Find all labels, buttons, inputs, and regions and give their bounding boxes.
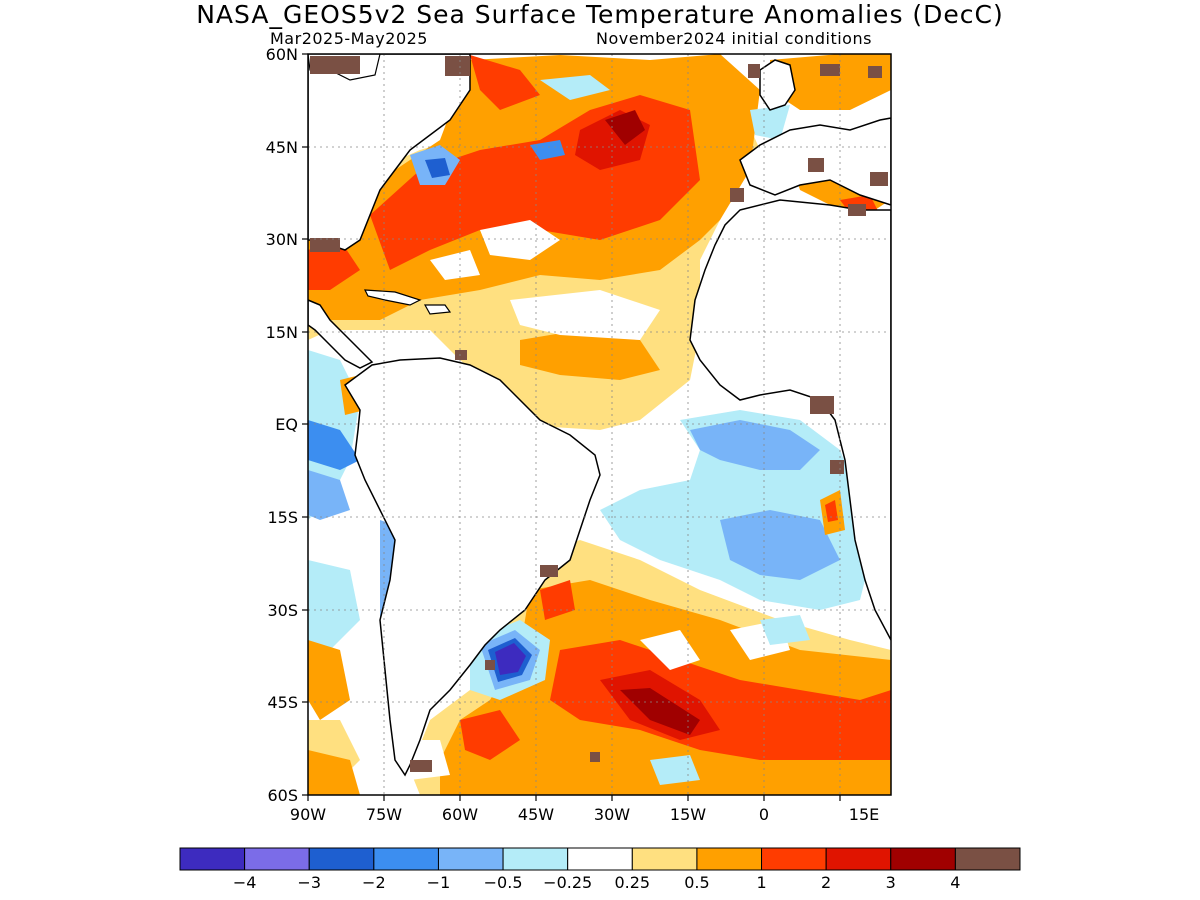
lat-label: 45S xyxy=(267,693,298,712)
colorbar-swatch xyxy=(437,847,504,871)
north-atlantic-anomalies xyxy=(308,54,891,430)
tick-marks xyxy=(302,53,841,801)
east-pacific-anomalies xyxy=(308,350,410,795)
colorbar-swatch xyxy=(761,847,827,871)
lon-label: 30W xyxy=(594,805,630,824)
colorbar-label: 1 xyxy=(756,873,766,892)
longitude-labels: 90W 75W 60W 45W 30W 15W 0 15E xyxy=(290,805,879,824)
gridlines xyxy=(308,54,891,795)
lon-label: 45W xyxy=(518,805,554,824)
colorbar-label: −2 xyxy=(362,873,386,892)
lat-label: 30N xyxy=(266,230,298,249)
tropical-atlantic-anomalies xyxy=(600,410,870,610)
lon-label: 90W xyxy=(290,805,326,824)
lon-label: 60W xyxy=(442,805,478,824)
central-america xyxy=(308,299,374,369)
colorbar-label: −0.5 xyxy=(484,873,523,892)
cuba xyxy=(363,289,422,306)
lon-label: 75W xyxy=(366,805,402,824)
south-atlantic-anomalies xyxy=(400,540,891,795)
colorbar-label: 3 xyxy=(886,873,896,892)
sst-anomaly-field xyxy=(308,54,891,795)
initial-conditions: November2024 initial conditions xyxy=(596,29,872,48)
colorbar-label: −0.25 xyxy=(543,873,592,892)
lat-label: 60N xyxy=(266,45,298,64)
lat-label: EQ xyxy=(275,415,298,434)
latitude-labels: 60N 45N 30N 15N EQ 15S 30S 45S 60S xyxy=(266,45,298,805)
lat-label: 45N xyxy=(266,138,298,157)
lat-label: 15N xyxy=(266,323,298,342)
colorbar-label: −1 xyxy=(427,873,451,892)
colorbar-swatch xyxy=(179,847,246,871)
colorbar: −4 −3 −2 −1 −0.5 −0.25 0.25 0.5 1 2 3 4 xyxy=(179,847,1021,892)
colorbar-label: 0.25 xyxy=(614,873,650,892)
lat-label: 60S xyxy=(267,786,298,805)
lat-label: 15S xyxy=(267,508,298,527)
colorbar-swatch xyxy=(308,847,375,871)
lat-label: 30S xyxy=(267,601,298,620)
british-isles xyxy=(759,59,796,111)
forecast-period: Mar2025-May2025 xyxy=(270,29,428,48)
colorbar-label: 2 xyxy=(821,873,831,892)
lon-label: 15W xyxy=(670,805,706,824)
colorbar-swatch xyxy=(954,847,1021,871)
colorbar-label: −4 xyxy=(233,873,257,892)
colorbar-swatch xyxy=(825,847,892,871)
colorbar-label: 0.5 xyxy=(684,873,709,892)
colorbar-swatch xyxy=(244,847,310,871)
colorbar-label: −3 xyxy=(297,873,321,892)
colorbar-swatch xyxy=(696,847,763,871)
colorbar-swatch xyxy=(890,847,956,871)
chart-title: NASA_GEOS5v2 Sea Surface Temperature Ano… xyxy=(196,0,1004,29)
hispaniola xyxy=(423,304,452,315)
colorbar-swatch xyxy=(631,847,698,871)
colorbar-label: 4 xyxy=(950,873,960,892)
colorbar-swatch xyxy=(373,847,439,871)
lon-label: 0 xyxy=(759,805,769,824)
land-mask-speckles xyxy=(310,56,888,772)
colorbar-swatch xyxy=(567,847,633,871)
lon-label: 15E xyxy=(849,805,879,824)
colorbar-swatch xyxy=(502,847,569,871)
